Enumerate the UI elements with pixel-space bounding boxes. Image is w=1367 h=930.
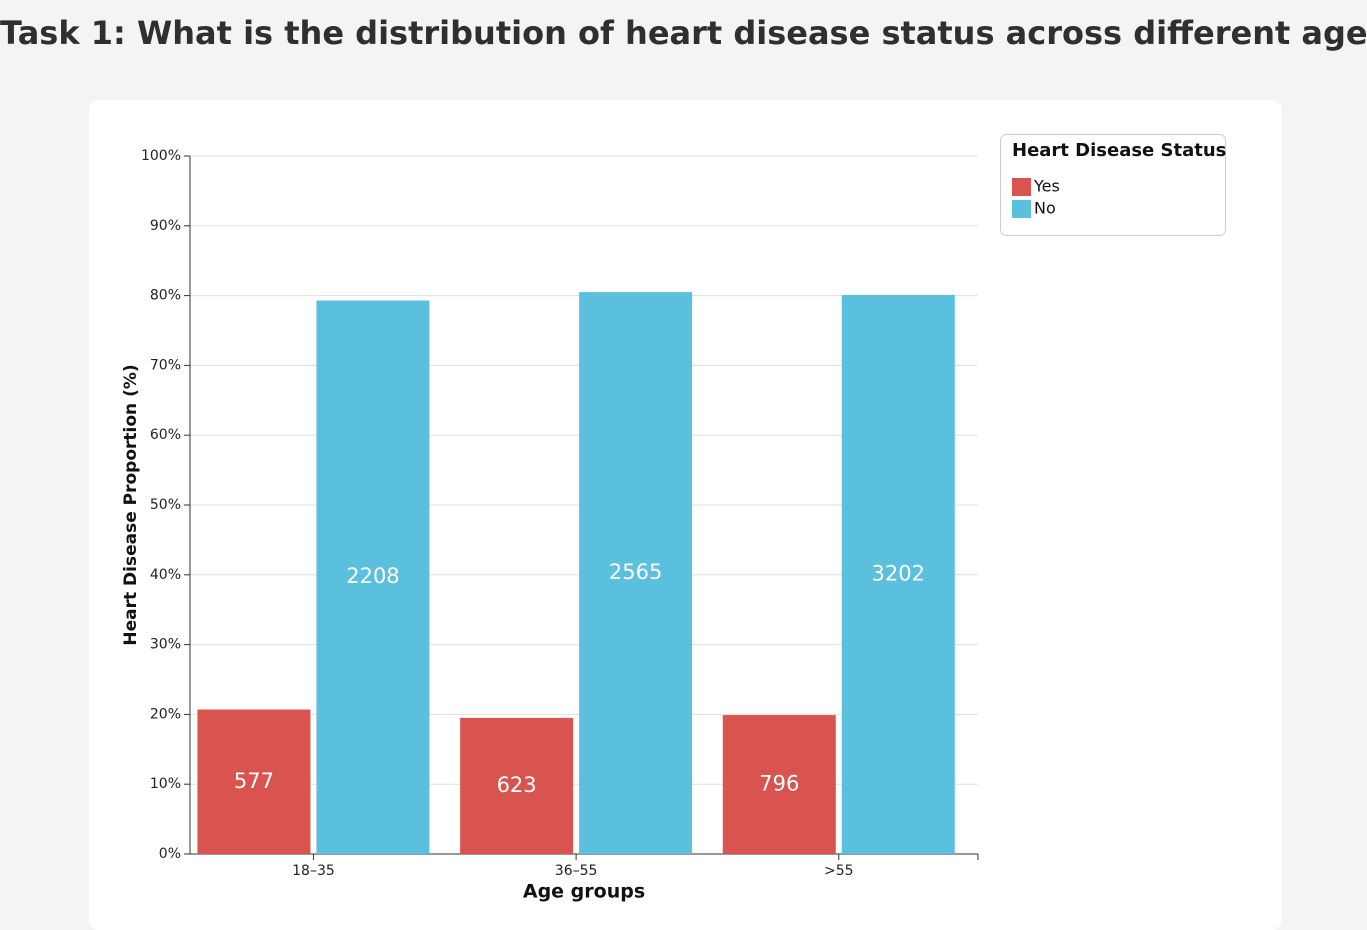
y-tick-label: 40% — [150, 567, 181, 583]
legend-title: Heart Disease Status — [1012, 140, 1226, 161]
legend-swatch — [1012, 200, 1031, 218]
page-title: Task 1: What is the distribution of hear… — [0, 14, 1367, 52]
bar — [722, 715, 836, 854]
legend-label: No — [1034, 199, 1056, 218]
bar-count-label: 3202 — [872, 561, 925, 585]
bar-count-label: 623 — [497, 773, 537, 797]
x-tick-label: >55 — [824, 863, 854, 879]
y-tick-label: 10% — [150, 776, 181, 792]
bar — [841, 294, 955, 855]
y-tick-label: 20% — [150, 706, 181, 722]
x-tick-label: 36–55 — [555, 863, 598, 879]
bar — [460, 717, 574, 854]
bar — [579, 292, 693, 854]
legend-box — [1000, 134, 1226, 236]
legend-swatch — [1012, 178, 1031, 196]
y-tick-label: 0% — [159, 846, 181, 862]
legend-label: Yes — [1033, 177, 1060, 196]
y-tick-label: 30% — [150, 637, 181, 653]
y-tick-label: 80% — [150, 288, 181, 304]
y-tick-label: 70% — [150, 357, 181, 373]
bar-count-label: 796 — [759, 772, 799, 796]
bar-count-label: 2208 — [346, 564, 399, 588]
y-tick-label: 50% — [150, 497, 181, 513]
bar-count-label: 2565 — [609, 560, 662, 584]
y-tick-label: 90% — [150, 218, 181, 234]
bar — [316, 300, 430, 855]
y-tick-label: 100% — [141, 148, 181, 164]
x-axis-label: Age groups — [523, 881, 645, 903]
y-axis-label: Heart Disease Proportion (%) — [121, 364, 141, 645]
bar — [197, 709, 311, 854]
y-tick-label: 60% — [150, 427, 181, 443]
bar-count-label: 577 — [234, 769, 274, 793]
x-tick-label: 18–35 — [292, 863, 335, 879]
